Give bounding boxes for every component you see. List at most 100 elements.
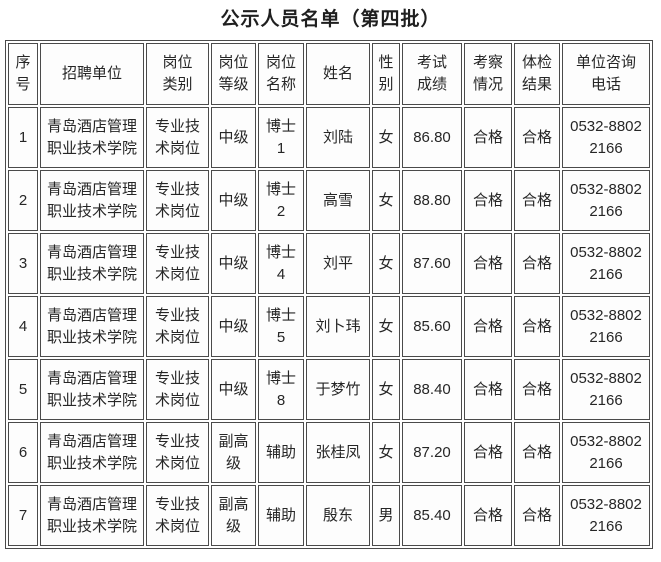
cell-unit: 青岛酒店管理职业技术学院 <box>40 170 144 231</box>
column-header-pos: 岗位名称 <box>258 43 304 105</box>
cell-phys: 合格 <box>514 485 560 546</box>
cell-phone: 0532-88022166 <box>562 422 650 483</box>
cell-score: 87.20 <box>402 422 462 483</box>
cell-name: 殷东 <box>306 485 370 546</box>
cell-no: 4 <box>8 296 38 357</box>
cell-pos: 博士8 <box>258 359 304 420</box>
table-header: 序号 招聘单位 岗位类别 岗位等级 岗位名称 姓名 性别 考试成绩 考察情况 体检结果 单位咨询电话 <box>8 43 650 105</box>
column-header-level: 岗位等级 <box>211 43 256 105</box>
cell-score: 86.80 <box>402 107 462 168</box>
cell-gender: 女 <box>372 107 400 168</box>
cell-unit: 青岛酒店管理职业技术学院 <box>40 233 144 294</box>
column-header-score: 考试成绩 <box>402 43 462 105</box>
cell-pos: 博士4 <box>258 233 304 294</box>
cell-inspect: 合格 <box>464 296 512 357</box>
cell-name: 刘陆 <box>306 107 370 168</box>
cell-no: 6 <box>8 422 38 483</box>
table-body: 1 青岛酒店管理职业技术学院 专业技术岗位 中级 博士1 刘陆女 86.80 合格 合格 0532… <box>8 107 650 546</box>
cell-unit: 青岛酒店管理职业技术学院 <box>40 422 144 483</box>
cell-phone: 0532-88022166 <box>562 233 650 294</box>
cell-unit: 青岛酒店管理职业技术学院 <box>40 107 144 168</box>
cell-inspect: 合格 <box>464 422 512 483</box>
cell-level: 中级 <box>211 233 256 294</box>
cell-gender: 男 <box>372 485 400 546</box>
cell-level: 副高级 <box>211 422 256 483</box>
cell-cat: 专业技术岗位 <box>146 359 209 420</box>
cell-name: 于梦竹 <box>306 359 370 420</box>
cell-no: 3 <box>8 233 38 294</box>
cell-name: 高雪 <box>306 170 370 231</box>
table-row: 5 青岛酒店管理职业技术学院 专业技术岗位 中级 博士8 于梦竹女 88.40 合格 合格 053… <box>8 359 650 420</box>
column-header-phys: 体检结果 <box>514 43 560 105</box>
cell-pos: 博士5 <box>258 296 304 357</box>
page-title: 公示人员名单（第四批） <box>220 9 441 30</box>
cell-unit: 青岛酒店管理职业技术学院 <box>40 485 144 546</box>
cell-phys: 合格 <box>514 107 560 168</box>
cell-pos: 博士2 <box>258 170 304 231</box>
cell-name: 刘平 <box>306 233 370 294</box>
column-header-name: 姓名 <box>306 43 370 105</box>
cell-score: 85.40 <box>402 485 462 546</box>
cell-gender: 女 <box>372 422 400 483</box>
cell-level: 中级 <box>211 359 256 420</box>
cell-unit: 青岛酒店管理职业技术学院 <box>40 359 144 420</box>
cell-phys: 合格 <box>514 233 560 294</box>
cell-pos: 博士1 <box>258 107 304 168</box>
cell-phys: 合格 <box>514 170 560 231</box>
cell-level: 中级 <box>211 296 256 357</box>
cell-phone: 0532-88022166 <box>562 296 650 357</box>
cell-name: 张桂凤 <box>306 422 370 483</box>
cell-level: 副高级 <box>211 485 256 546</box>
table-row: 2 青岛酒店管理职业技术学院 专业技术岗位 中级 博士2 高雪女 88.80 合格 合格 0532… <box>8 170 650 231</box>
cell-score: 87.60 <box>402 233 462 294</box>
cell-level: 中级 <box>211 107 256 168</box>
cell-cat: 专业技术岗位 <box>146 296 209 357</box>
cell-no: 1 <box>8 107 38 168</box>
cell-unit: 青岛酒店管理职业技术学院 <box>40 296 144 357</box>
cell-phys: 合格 <box>514 296 560 357</box>
cell-inspect: 合格 <box>464 233 512 294</box>
cell-cat: 专业技术岗位 <box>146 485 209 546</box>
cell-name: 刘卜玮 <box>306 296 370 357</box>
cell-inspect: 合格 <box>464 485 512 546</box>
cell-gender: 女 <box>372 170 400 231</box>
cell-no: 7 <box>8 485 38 546</box>
header-row: 序号 招聘单位 岗位类别 岗位等级 岗位名称 姓名 性别 考试成绩 考察情况 体检结果 单位咨询电话 <box>8 43 650 105</box>
cell-inspect: 合格 <box>464 170 512 231</box>
cell-phys: 合格 <box>514 422 560 483</box>
column-header-cat: 岗位类别 <box>146 43 209 105</box>
cell-level: 中级 <box>211 170 256 231</box>
cell-inspect: 合格 <box>464 107 512 168</box>
table-row: 7 青岛酒店管理职业技术学院 专业技术岗位 副高级 辅助 殷东男 85.40 合格 合格 0532… <box>8 485 650 546</box>
cell-phone: 0532-88022166 <box>562 107 650 168</box>
table-row: 3 青岛酒店管理职业技术学院 专业技术岗位 中级 博士4 刘平女 87.60 合格 合格 0532… <box>8 233 650 294</box>
cell-phys: 合格 <box>514 359 560 420</box>
table-row: 4 青岛酒店管理职业技术学院 专业技术岗位 中级 博士5 刘卜玮女 85.60 合格 合格 053… <box>8 296 650 357</box>
column-header-no: 序号 <box>8 43 38 105</box>
cell-score: 88.80 <box>402 170 462 231</box>
cell-no: 5 <box>8 359 38 420</box>
cell-gender: 女 <box>372 296 400 357</box>
table-row: 1 青岛酒店管理职业技术学院 专业技术岗位 中级 博士1 刘陆女 86.80 合格 合格 0532… <box>8 107 650 168</box>
column-header-gender: 性别 <box>372 43 400 105</box>
cell-score: 85.60 <box>402 296 462 357</box>
cell-no: 2 <box>8 170 38 231</box>
column-header-phone: 单位咨询电话 <box>562 43 650 105</box>
cell-cat: 专业技术岗位 <box>146 233 209 294</box>
cell-phone: 0532-88022166 <box>562 485 650 546</box>
table-row: 6 青岛酒店管理职业技术学院 专业技术岗位 副高级 辅助 张桂凤女 87.20 合格 合格 053… <box>8 422 650 483</box>
cell-phone: 0532-88022166 <box>562 170 650 231</box>
personnel-table: 序号 招聘单位 岗位类别 岗位等级 岗位名称 姓名 性别 考试成绩 考察情况 体检结果 单位咨询电话… <box>5 40 653 549</box>
cell-inspect: 合格 <box>464 359 512 420</box>
cell-pos: 辅助 <box>258 422 304 483</box>
column-header-inspect: 考察情况 <box>464 43 512 105</box>
cell-gender: 女 <box>372 233 400 294</box>
cell-pos: 辅助 <box>258 485 304 546</box>
cell-score: 88.40 <box>402 359 462 420</box>
cell-cat: 专业技术岗位 <box>146 107 209 168</box>
cell-phone: 0532-88022166 <box>562 359 650 420</box>
cell-gender: 女 <box>372 359 400 420</box>
cell-cat: 专业技术岗位 <box>146 422 209 483</box>
cell-cat: 专业技术岗位 <box>146 170 209 231</box>
